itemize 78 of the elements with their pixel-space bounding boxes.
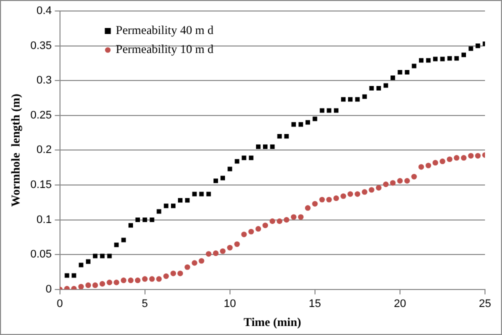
legend-label: Permeability 40 m d — [116, 23, 214, 38]
point — [107, 254, 112, 258]
y-tick-label: 0.3 — [36, 74, 52, 87]
point — [376, 86, 381, 91]
y-tick-label: 0.25 — [30, 109, 52, 122]
point — [234, 159, 240, 164]
point — [142, 218, 148, 222]
x-tick-label: 5 — [142, 298, 148, 310]
x-axis-title: Time (min) — [244, 314, 302, 329]
point — [306, 120, 310, 125]
point — [320, 108, 324, 113]
point — [348, 97, 353, 102]
point — [214, 178, 218, 184]
point — [312, 116, 318, 122]
y-tick-label: 0.05 — [30, 248, 52, 261]
y-tick-label: 0 — [46, 283, 52, 296]
y-tick-label: 0.1 — [36, 214, 52, 226]
y-tick-label: 0.2 — [36, 144, 52, 156]
point — [92, 254, 98, 258]
point — [72, 273, 76, 278]
point — [242, 156, 246, 160]
point — [178, 198, 182, 203]
point — [228, 166, 232, 172]
point — [284, 134, 289, 139]
legend-label: Permeability 10 m d — [116, 42, 214, 56]
point — [476, 44, 480, 48]
point — [270, 144, 275, 149]
point — [412, 64, 416, 68]
point — [263, 144, 268, 149]
y-tick-label: 0.35 — [30, 40, 52, 52]
point — [454, 56, 459, 61]
point — [121, 238, 126, 242]
point — [64, 273, 70, 278]
point — [384, 83, 388, 88]
point — [362, 94, 367, 99]
point — [150, 218, 154, 222]
point — [206, 192, 211, 196]
point — [298, 122, 304, 127]
point — [390, 76, 396, 80]
point — [418, 58, 424, 63]
point — [78, 262, 84, 268]
x-tick-label: 20 — [394, 298, 406, 310]
point — [326, 108, 332, 113]
point — [192, 192, 197, 196]
point — [277, 134, 282, 139]
y-tick-label: 0.15 — [30, 179, 52, 192]
point — [220, 176, 226, 180]
x-tick-label: 25 — [478, 298, 492, 310]
point — [369, 86, 374, 91]
point — [433, 56, 438, 62]
point — [199, 192, 204, 196]
point — [468, 46, 474, 51]
point — [291, 122, 296, 127]
point — [440, 56, 445, 62]
point — [185, 198, 190, 203]
point — [128, 223, 133, 228]
point — [164, 204, 168, 208]
point — [248, 156, 254, 160]
point — [355, 97, 360, 102]
point — [100, 254, 105, 258]
point — [461, 52, 466, 58]
x-tick-label: 0 — [56, 298, 63, 310]
point — [398, 70, 402, 75]
point — [447, 56, 452, 61]
point — [170, 204, 176, 208]
y-tick-label: 0.4 — [36, 5, 52, 18]
point — [334, 108, 338, 113]
point — [404, 70, 410, 75]
point — [135, 218, 140, 222]
point — [114, 242, 119, 248]
point — [156, 209, 162, 214]
point — [426, 58, 431, 63]
x-tick-label: 15 — [308, 298, 322, 310]
x-tick-label: 10 — [224, 298, 236, 310]
point — [256, 144, 261, 149]
point — [341, 97, 346, 102]
y-axis-title: Wormhole length (m) — [8, 94, 22, 207]
point — [86, 259, 90, 264]
